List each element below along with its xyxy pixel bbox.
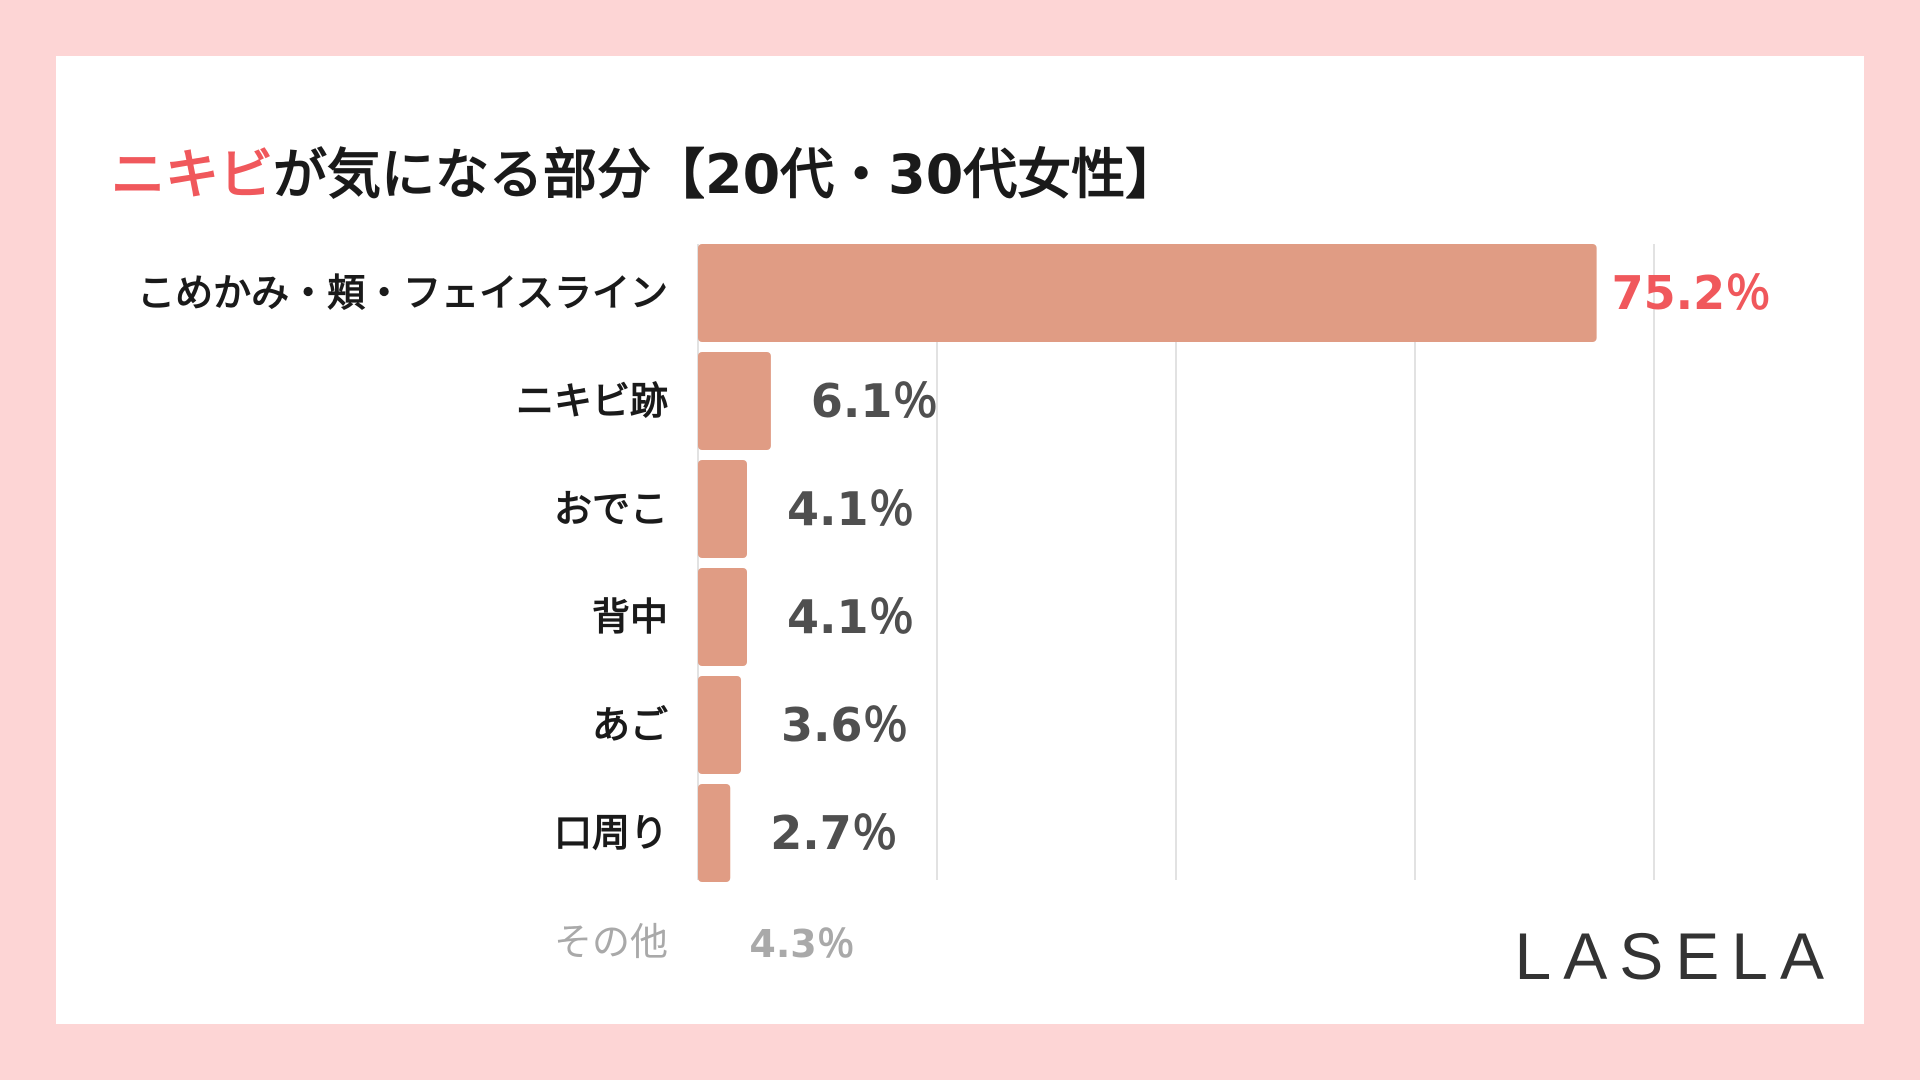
value-label: 3.6％ <box>781 698 909 752</box>
bar <box>698 676 742 774</box>
category-label: 背中 <box>592 595 668 639</box>
category-label: 口周り <box>554 811 668 855</box>
value-label: 75.2％ <box>1612 266 1772 320</box>
labels: こめかみ・頬・フェイスライン 75.2％ ニキビ跡 6.1％ おでこ 4.1％ 背中 4.1％… <box>137 266 1771 966</box>
bar <box>698 460 747 558</box>
chart-title: ニキビが気になる部分【20代・30代女性】 <box>111 130 1179 209</box>
category-label: あご <box>592 703 668 747</box>
bar <box>698 568 747 666</box>
other-label: その他 <box>554 920 668 964</box>
category-label: おでこ <box>554 487 668 531</box>
bar <box>698 244 1597 342</box>
bar <box>698 784 731 882</box>
value-label: 4.1％ <box>787 590 915 644</box>
chart-title-rest: が気になる部分【20代・30代女性】 <box>273 143 1180 206</box>
category-label: ニキビ跡 <box>516 379 668 423</box>
category-label: こめかみ・頬・フェイスライン <box>137 271 668 315</box>
chart-card: ニキビが気になる部分【20代・30代女性】 こめかみ・頬・フェイスライン 75.2… <box>56 56 1864 1024</box>
value-label: 4.1％ <box>787 482 915 536</box>
bar <box>698 352 771 450</box>
chart-title-accent: ニキビ <box>111 143 273 206</box>
value-label: 2.7％ <box>770 806 898 860</box>
lasela-logo: LASELA <box>1514 919 1836 993</box>
value-label: 6.1％ <box>811 374 939 428</box>
bar-chart: こめかみ・頬・フェイスライン 75.2％ ニキビ跡 6.1％ おでこ 4.1％ 背中 4.1％… <box>137 244 1771 966</box>
gridlines <box>697 244 1655 880</box>
bars <box>698 244 1597 882</box>
other-value-label: 4.3％ <box>749 922 854 966</box>
